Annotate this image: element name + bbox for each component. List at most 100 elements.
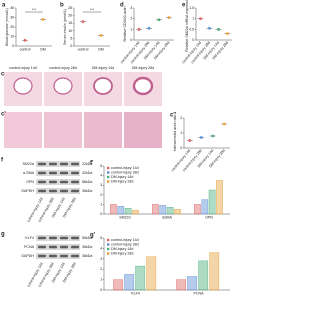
blot-strip [36, 235, 80, 241]
band [49, 189, 57, 193]
panel-label: c [1, 72, 5, 78]
bar [176, 279, 187, 291]
row-label: OPN [26, 180, 34, 184]
dot [211, 134, 215, 138]
bar [110, 204, 117, 215]
legend-swatch [107, 166, 110, 170]
bar [132, 209, 139, 215]
y-tick-label: 5 [100, 164, 102, 168]
legend-swatch [107, 247, 110, 251]
bar [194, 204, 201, 215]
legend-swatch [107, 175, 110, 179]
micrographs: c c' control-injury 14d control-injury 2… [1, 66, 162, 148]
band [49, 180, 57, 184]
bar [216, 180, 223, 215]
legend-label: DM-injury 14d [111, 247, 133, 251]
dot [226, 32, 229, 35]
legend-swatch [107, 238, 110, 242]
band [38, 189, 46, 193]
row-label: GAPDH [21, 189, 34, 193]
row-label: SM22α [23, 162, 34, 166]
dot [23, 38, 27, 42]
image [44, 112, 82, 148]
dot [222, 122, 226, 126]
legend-label: DM-injury 28d [111, 251, 133, 255]
band [60, 162, 68, 166]
y-tick-label: 2 [100, 193, 102, 197]
size-label: 55kDa [82, 236, 92, 240]
legend-label: control-injury 28d [111, 242, 139, 246]
dot [81, 20, 85, 24]
y-tick-label: 2 [100, 267, 102, 271]
size-label: 66kDa [82, 180, 92, 184]
row-label: GAPDH [21, 254, 34, 258]
band [60, 171, 68, 175]
dot [208, 26, 211, 30]
panel-label: a [2, 3, 6, 9]
legend-label: DM-injury 28d [111, 179, 133, 183]
figure: c c' control-injury 14d control-injury 2… [1, 0, 232, 295]
legend-label: control-injury 14d [111, 238, 139, 242]
x-tick-label: KLF4 [131, 291, 140, 295]
x-tick-label: control [20, 47, 31, 51]
vessel [132, 76, 154, 96]
size-label: 36kDa [82, 254, 92, 258]
band [71, 236, 79, 240]
y-axis-title: Relative SM22α mRNA expression [185, 0, 189, 52]
annotation: *** [90, 8, 95, 12]
band [71, 189, 79, 193]
y-tick-label: 5 [100, 236, 102, 240]
blot-strip [36, 170, 80, 176]
dot [137, 27, 141, 31]
y-tick-label: 0 [70, 44, 72, 48]
panel-label: e [182, 3, 186, 9]
y-tick-label: 10 [10, 34, 14, 38]
legend-label: DM-injury 14d [111, 175, 133, 179]
band [71, 171, 79, 175]
dot [217, 27, 220, 31]
band [49, 162, 57, 166]
y-tick-label: 10 [68, 29, 72, 33]
y-tick-label: 4 [100, 246, 102, 250]
band [49, 236, 57, 240]
x-tick-label: SM22α [119, 215, 130, 219]
y-tick-label: 1 [100, 202, 102, 206]
panel-label: d [120, 3, 124, 9]
vessel [53, 77, 73, 95]
column-header: DM-injury 14d [92, 66, 114, 70]
bar [113, 279, 124, 291]
y-tick-label: 40 [10, 6, 14, 10]
y-tick-label: 30 [10, 15, 14, 19]
y-tick-label: 0 [180, 146, 182, 150]
bar [117, 206, 125, 215]
bar [209, 252, 220, 291]
dot [167, 16, 171, 19]
size-label: 36kDa [82, 245, 92, 249]
bar [124, 274, 135, 291]
y-tick-label: 1 [180, 131, 182, 135]
legend-swatch [107, 252, 110, 255]
bar [208, 189, 216, 215]
panel-label: f' [90, 161, 94, 167]
band [71, 254, 79, 258]
y-axis-title: Intima/media area ratio [173, 115, 177, 152]
bar [159, 205, 167, 215]
x-tick-label: αSMA [162, 215, 172, 219]
row-label: α-SMA [23, 171, 35, 175]
band [38, 236, 46, 240]
band [49, 171, 57, 175]
band [38, 245, 46, 249]
x-tick-label: DM [40, 47, 46, 51]
column-header: control-injury 14d [9, 66, 37, 70]
dot [41, 18, 45, 21]
y-tick-label: 3 [100, 183, 102, 187]
image [4, 112, 42, 148]
vessel [93, 77, 113, 95]
y-tick-label: 2 [180, 116, 182, 120]
y-tick-label: 0 [100, 288, 102, 292]
band [71, 162, 79, 166]
band [38, 162, 46, 166]
column-header: DM-injury 28d [132, 66, 154, 70]
band [71, 245, 79, 249]
